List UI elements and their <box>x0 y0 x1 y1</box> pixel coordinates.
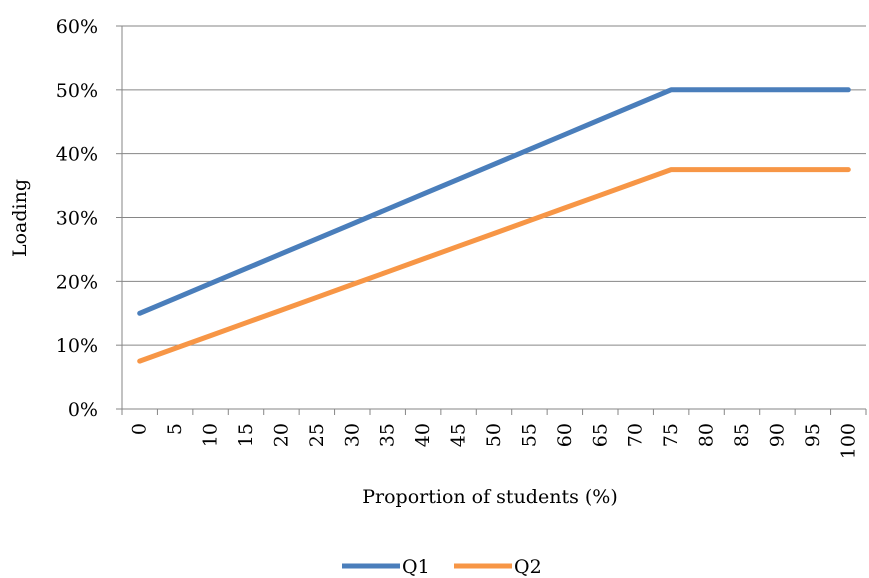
x-tick-label: 15 <box>235 423 257 447</box>
y-tick-label: 20% <box>56 271 98 293</box>
x-tick-label: 75 <box>660 423 682 447</box>
x-tick-label: 20 <box>270 423 292 447</box>
y-tick-label: 50% <box>56 80 98 102</box>
x-axis-title: Proportion of students (%) <box>362 486 618 508</box>
x-tick-label: 30 <box>341 423 363 447</box>
x-tick-label: 95 <box>802 423 824 447</box>
legend: Q1 Q2 <box>342 556 542 578</box>
gridlines <box>122 25 866 346</box>
y-tick-labels: 0% 10% 20% 30% 40% 50% 60% <box>56 16 98 421</box>
x-tick-label: 10 <box>200 423 222 447</box>
y-tick-label: 10% <box>56 335 98 357</box>
x-tick-label: 35 <box>377 423 399 447</box>
x-tick-label: 25 <box>306 423 328 447</box>
x-tick-label: 70 <box>625 423 647 447</box>
x-tick-label: 85 <box>731 423 753 447</box>
x-tick-label: 100 <box>837 423 859 459</box>
y-tick-label: 30% <box>56 208 98 230</box>
y-tick-label: 0% <box>68 399 98 421</box>
x-tick-label: 65 <box>589 423 611 447</box>
series-line-q1 <box>137 87 851 316</box>
x-tick-label: 55 <box>518 423 540 447</box>
axes <box>116 25 867 415</box>
x-tick-label: 0 <box>129 423 151 435</box>
x-tick-label: 50 <box>483 423 505 447</box>
x-tick-label: 5 <box>164 423 186 435</box>
x-tick-labels: 0 5 10 15 20 25 30 35 40 45 50 55 60 65 70 75 80 85 90 95 10… <box>129 423 860 459</box>
x-tick-label: 80 <box>696 423 718 447</box>
y-axis-title: Loading <box>9 179 31 257</box>
y-tick-label: 40% <box>56 144 98 166</box>
x-tick-label: 40 <box>412 423 434 447</box>
legend-label-q1: Q1 <box>402 556 430 578</box>
x-tick-label: 90 <box>766 423 788 447</box>
x-tick-label: 45 <box>448 423 470 447</box>
series-line-q2 <box>137 167 851 364</box>
legend-label-q2: Q2 <box>514 556 542 578</box>
series-lines <box>137 87 851 364</box>
y-tick-label: 60% <box>56 16 98 38</box>
x-tick-label: 60 <box>554 423 576 447</box>
